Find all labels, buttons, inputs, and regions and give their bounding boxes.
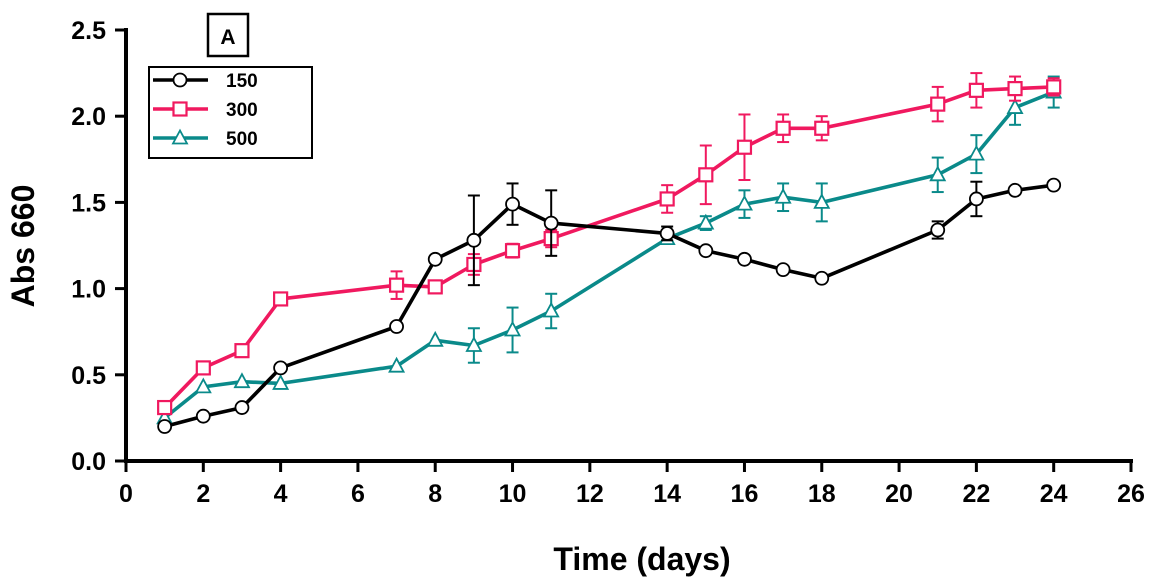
data-point (195, 360, 211, 376)
data-point (543, 215, 559, 231)
x-tick-label: 6 (351, 480, 365, 508)
y-tick-label: 2.0 (71, 103, 106, 131)
data-point (195, 408, 211, 424)
legend-marker (172, 101, 188, 117)
data-point (697, 213, 715, 230)
legend-label: 300 (226, 100, 258, 121)
data-point (735, 194, 753, 211)
data-point (233, 372, 251, 389)
series-150 (157, 177, 1062, 434)
data-point (234, 400, 250, 415)
y-axis-title: Abs 660 (5, 185, 41, 308)
data-point (194, 377, 212, 394)
data-point (813, 193, 831, 209)
legend: 150 300 500 (148, 66, 313, 159)
data-point (968, 82, 984, 98)
data-point (234, 343, 250, 359)
data-point (273, 360, 289, 376)
data-point (504, 320, 522, 337)
x-tick-label: 12 (576, 480, 604, 508)
data-point (1046, 177, 1062, 193)
series-line (163, 90, 1055, 420)
data-point (737, 251, 752, 267)
data-point (930, 96, 946, 112)
data-point (1007, 182, 1023, 198)
x-tick-label: 0 (119, 480, 133, 508)
data-point (466, 232, 482, 248)
data-point (157, 419, 173, 434)
legend-entry-300: 300 (153, 100, 258, 121)
data-point (775, 120, 791, 136)
x-tick-label: 16 (731, 480, 759, 508)
data-point (273, 291, 289, 307)
data-point (967, 144, 985, 161)
x-tick-label: 24 (1040, 480, 1068, 508)
data-point (542, 301, 560, 318)
data-point (505, 196, 520, 212)
data-point (659, 191, 675, 207)
series-layer (156, 72, 1063, 434)
data-point (775, 262, 791, 278)
data-point (272, 374, 290, 390)
series-line (164, 183, 1054, 429)
data-point (388, 277, 405, 293)
data-point (1046, 79, 1062, 95)
data-point (427, 251, 443, 267)
data-point (698, 167, 714, 183)
data-point (504, 243, 521, 259)
x-tick-label: 10 (499, 480, 527, 508)
data-point (659, 226, 675, 241)
x-tick-label: 4 (274, 480, 288, 508)
data-point (930, 222, 946, 238)
panel-label-frame (206, 12, 250, 58)
data-point (427, 279, 443, 295)
legend-label: 500 (226, 129, 258, 150)
legend-entry-500: 500 (153, 128, 258, 150)
panel-label: A (220, 26, 235, 49)
data-point (1007, 81, 1023, 97)
y-tick-label: 2.5 (71, 17, 106, 45)
data-point (968, 191, 984, 207)
y-tick-label: 1.0 (71, 276, 106, 304)
data-point (389, 319, 404, 334)
data-point (814, 120, 830, 136)
y-tick-label: 1.5 (71, 189, 106, 217)
y-tick-label: 0.5 (71, 362, 106, 390)
x-tick-label: 2 (196, 480, 210, 508)
x-tick-label: 8 (428, 480, 442, 508)
panel-label-box: A (206, 12, 250, 58)
legend-label: 150 (226, 71, 258, 92)
x-tick-label: 14 (653, 480, 681, 508)
data-point (698, 243, 714, 259)
legend-marker (172, 72, 188, 88)
data-point (426, 330, 444, 347)
x-tick-label: 20 (885, 480, 913, 508)
legend-marker (171, 128, 189, 145)
y-tick-label: 0.0 (71, 448, 106, 476)
data-point (465, 336, 483, 352)
x-tick-label: 26 (1117, 480, 1145, 508)
x-tick-label: 22 (962, 480, 990, 508)
data-point (929, 165, 947, 182)
data-point (814, 270, 830, 286)
x-tick-label: 18 (808, 480, 836, 508)
data-point (388, 356, 406, 373)
axes: 0 2 4 6 8 10 12 14 16 18 20 22 24 260.00.51.01.52.02.… (71, 17, 1145, 508)
data-point (157, 399, 173, 416)
data-point (736, 139, 753, 155)
data-point (1006, 98, 1024, 114)
x-axis-title: Time (days) (553, 541, 730, 577)
legend-entry-150: 150 (153, 71, 258, 92)
data-point (774, 187, 792, 204)
